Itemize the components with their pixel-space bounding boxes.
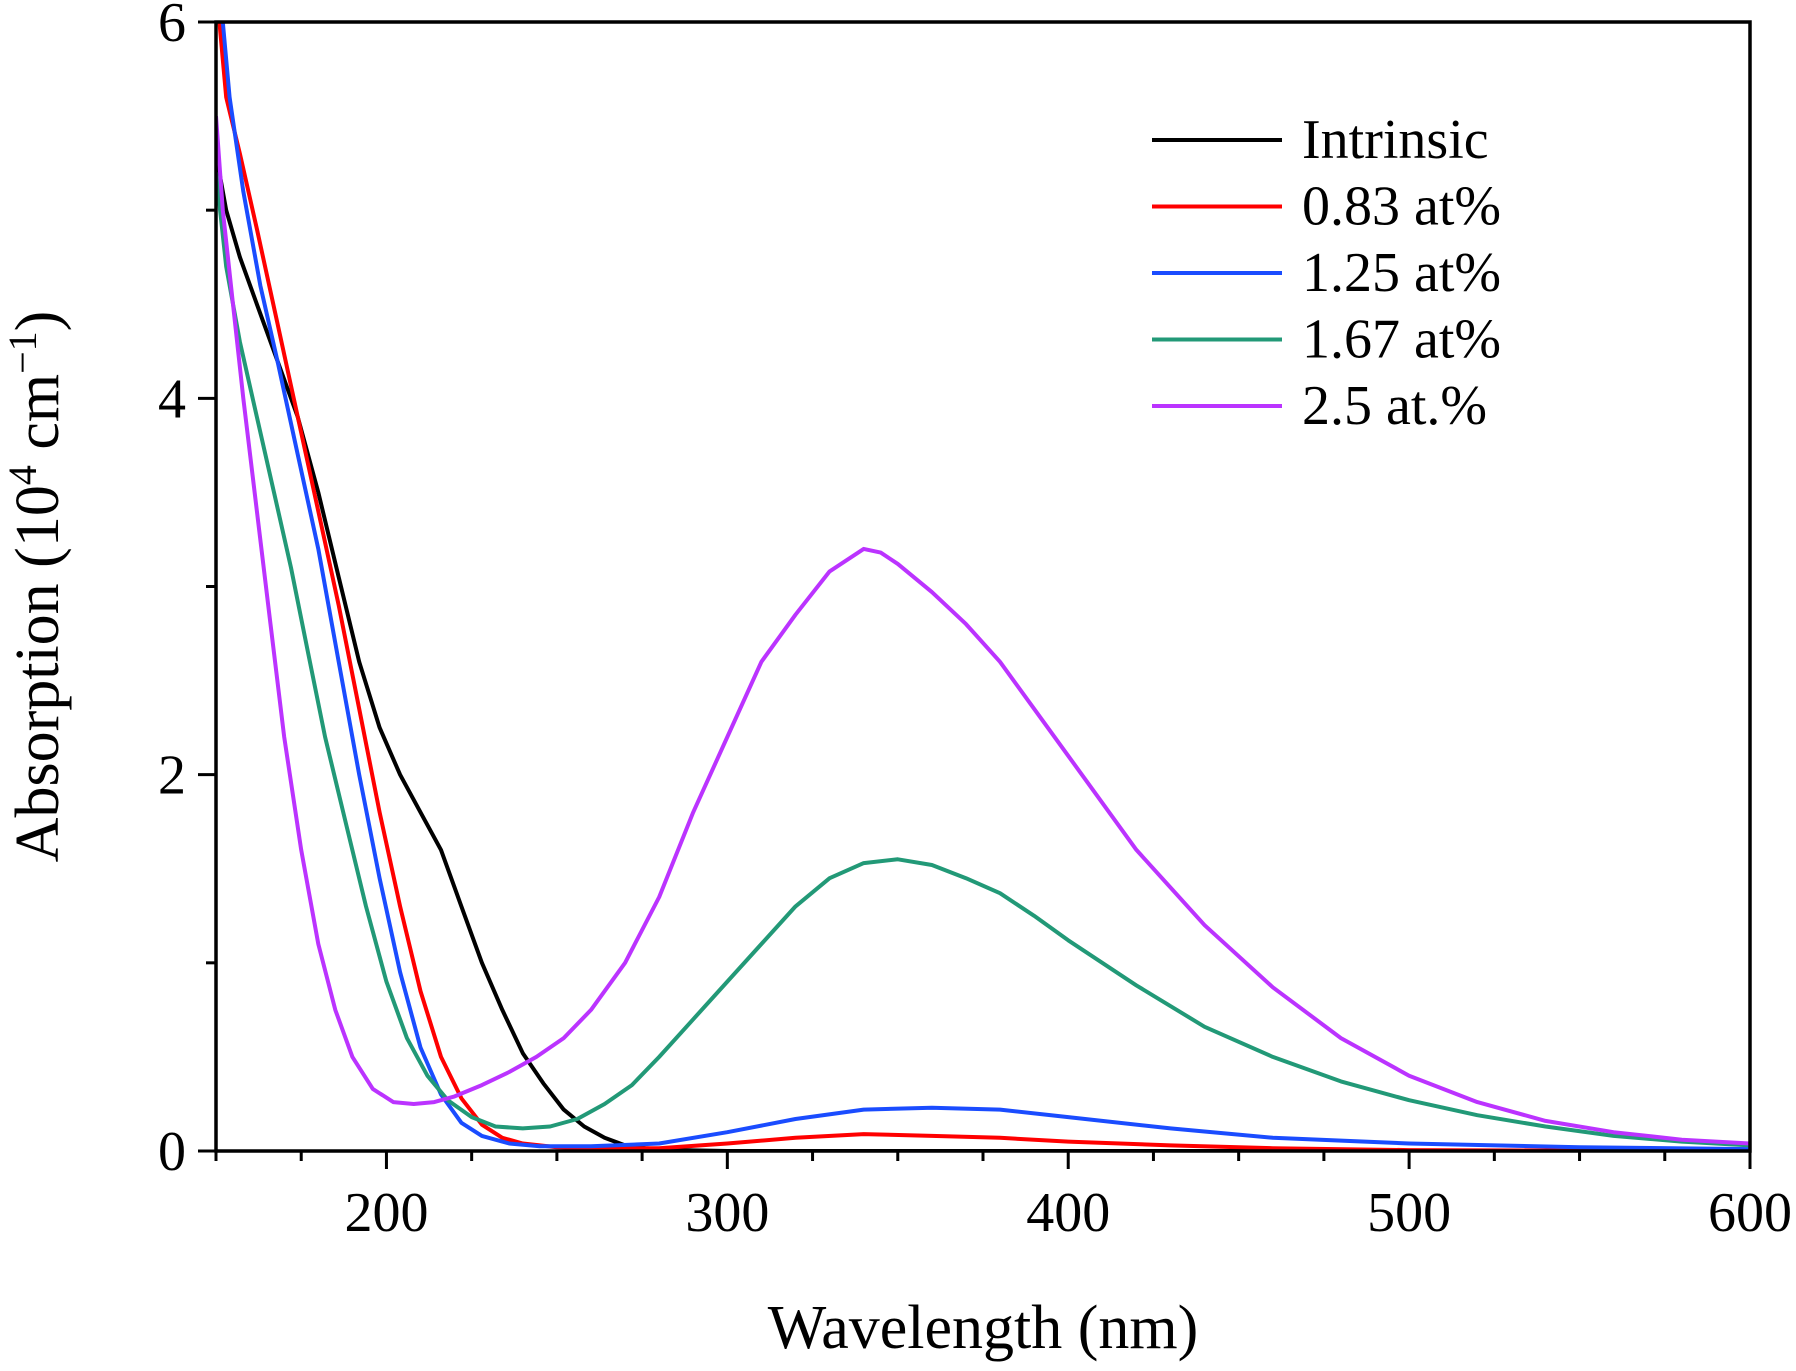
series-line-3 (220, 21, 1750, 1151)
plot-frame (214, 20, 1752, 1153)
legend-label-2: 0.83 at% (1302, 176, 1501, 238)
y-axis-title-suffix: ) (4, 311, 72, 332)
legend-label-3: 1.25 at% (1302, 242, 1501, 304)
y-axis-title-exponent: 4 (0, 465, 45, 485)
series-line-4 (216, 172, 1750, 1148)
series-line-5 (216, 115, 1750, 1146)
series-line-2 (217, 21, 1750, 1151)
series-line-1 (216, 153, 1750, 1151)
x-tick-label: 400 (1026, 1182, 1110, 1244)
x-axis-title: Wavelength (nm) (768, 1294, 1199, 1362)
y-tick-label: 0 (158, 1121, 186, 1183)
y-axis-title-unit: cm (4, 374, 72, 465)
legend-label-4: 1.67 at% (1302, 309, 1501, 371)
axes-layer: 200 300 400 500 600 0 2 4 6 (158, 0, 1792, 1244)
y-axis-title-prefix: Absorption (10 (4, 485, 72, 862)
y-axis-title-unit-exponent: −1 (0, 331, 45, 374)
x-tick-label: 200 (344, 1182, 428, 1244)
y-tick-label: 2 (158, 745, 186, 807)
y-axis-title: Absorption (104 cm−1) (0, 311, 72, 863)
x-tick-label: 300 (685, 1182, 769, 1244)
x-tick-label: 600 (1708, 1182, 1792, 1244)
legend-label-1: Intrinsic (1302, 109, 1489, 171)
curves-layer (216, 21, 1750, 1151)
legend-label-5: 2.5 at.% (1302, 375, 1487, 437)
x-tick-label: 500 (1367, 1182, 1451, 1244)
y-tick-label: 6 (158, 0, 186, 54)
y-tick-label: 4 (158, 368, 186, 430)
